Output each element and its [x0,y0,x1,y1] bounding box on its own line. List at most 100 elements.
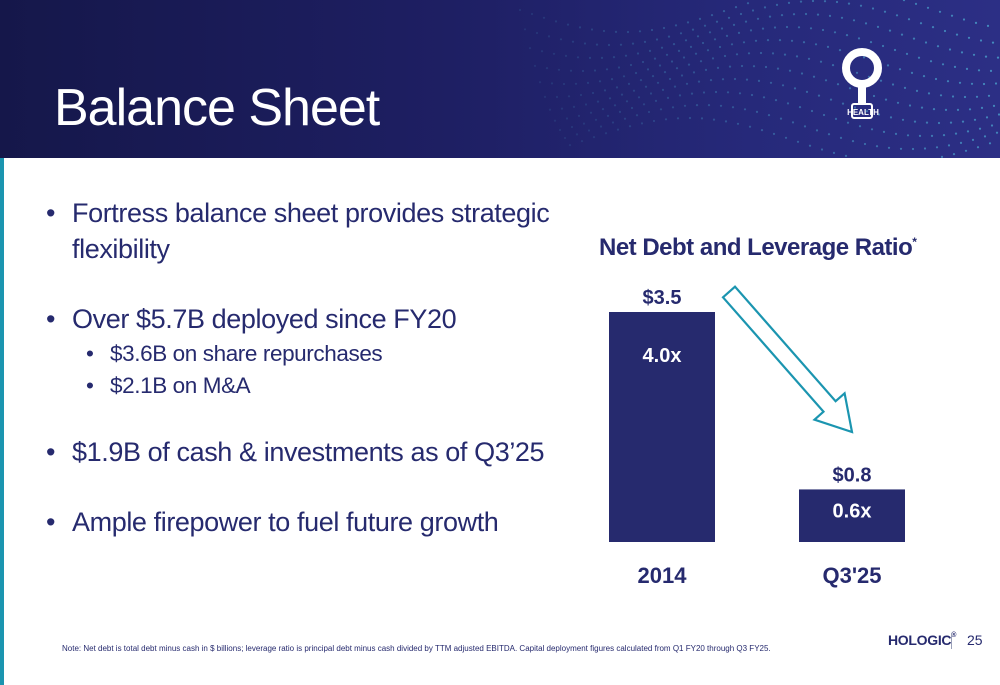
header-dot [768,15,772,18]
header-dot [733,77,737,81]
header-dot [642,103,646,106]
footer-divider [951,633,952,649]
header-dot [678,94,682,97]
header-dot [763,6,767,9]
header-dot [656,81,660,84]
header-dot [918,134,922,137]
header-dot [563,136,567,140]
header-dot [987,94,991,97]
bar-ratio-label: 4.0x [643,345,682,367]
header-dot [552,52,556,55]
header-dot [910,71,914,74]
bar [799,489,905,542]
header-dot [824,79,828,82]
header-dot [857,37,861,40]
header-dot [714,90,718,94]
header-dot [812,75,816,78]
header-dot [940,155,944,158]
header-dot [528,47,532,50]
header-dot [774,99,778,102]
header-dot [579,93,583,97]
header-dot [628,125,632,128]
header-dot [615,86,619,89]
header-dot [841,102,845,105]
header-dot [784,136,788,139]
header-dot [588,56,592,60]
header-dot [872,94,876,98]
chart-title-footnote-mark: * [912,235,917,249]
header-dot [562,82,566,86]
header-dot [791,121,795,124]
header-dot [760,129,764,132]
header-dot [871,7,875,10]
sub-bullet-item: $2.1B on M&A [46,370,606,403]
header-dot [731,106,735,109]
header-dot [808,144,812,147]
header-dot [565,117,569,120]
header-dot [695,104,699,107]
header-dot [858,125,862,128]
header-dot [684,39,688,42]
header-dot [586,81,590,84]
header-dot [895,14,899,17]
header-dot [920,106,924,109]
header-dot [592,136,596,139]
header-dot [653,57,657,60]
header-dot [755,110,759,113]
header-dot [671,106,675,109]
header-dot [722,10,726,13]
hologic-logo-text: HOLOGIC [888,632,952,648]
bar-ratio-label: 0.6x [833,500,872,522]
header-dot [975,95,979,98]
header-dot [902,0,906,2]
header-dot [601,108,605,111]
header-dot [899,147,903,150]
header-dot [602,29,606,33]
header-dot [952,153,956,156]
header-dot [869,41,873,44]
header-dot [637,96,641,99]
header-dot [739,12,743,16]
header-dot [832,151,836,154]
header-dot [795,55,799,58]
header-dot [817,94,821,97]
header-dot [575,133,579,136]
header-dot [814,43,818,46]
header-dot [820,148,824,151]
header-dot [968,108,972,111]
header-dot [724,120,728,123]
header-dot [788,69,792,72]
header-dot [811,0,815,3]
header-dot [639,79,643,82]
header-dot [590,28,594,31]
header-dot [997,113,1000,116]
header-dot [838,49,842,52]
header-dot [740,64,744,68]
header-dot [732,23,736,26]
header-dot [583,42,587,45]
header-dot [710,14,714,17]
header-dot [569,69,573,72]
header-dot [771,52,775,55]
header-dot [707,104,711,107]
header-dot [598,80,602,83]
header-dot [704,68,708,71]
header-dot [922,75,926,78]
header-dot [677,49,681,53]
header-dot [744,20,748,23]
header-dot [936,45,940,48]
header-dot [571,40,575,43]
header-dot [596,100,600,103]
header-dot [611,121,615,124]
header-dot [848,87,852,90]
header-dot [685,82,689,85]
header-dot [929,60,933,63]
header-dot [914,2,918,5]
header-dot [545,67,549,70]
header-dot [956,108,960,111]
header-dot [924,41,928,44]
bullet-item: Ample firepower to fuel future growth [46,505,606,541]
header-dot [617,66,621,69]
header-dot [973,118,977,121]
header-dot [535,31,539,35]
